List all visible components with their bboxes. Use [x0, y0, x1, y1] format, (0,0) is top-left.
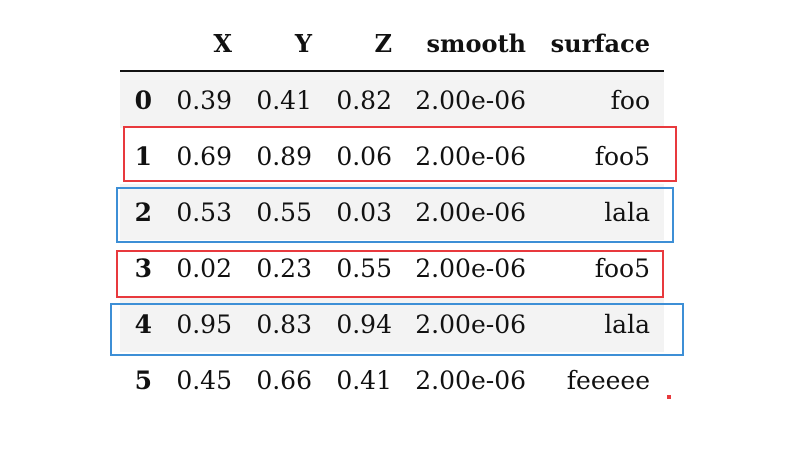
- table-row: 1 0.69 0.89 0.06 2.00e-06 foo5: [120, 128, 664, 184]
- cell-z: 0.94: [336, 309, 392, 339]
- cell-smooth: 2.00e-06: [415, 141, 526, 171]
- header-index: [120, 16, 152, 70]
- cell-x: 0.53: [176, 197, 232, 227]
- cell-surface: lala: [604, 309, 650, 339]
- cell-z: 0.82: [336, 85, 392, 115]
- row-index: 1: [134, 141, 152, 171]
- cell-z: 0.41: [336, 365, 392, 395]
- cell-surface: feeeee: [566, 365, 650, 395]
- cell-smooth: 2.00e-06: [415, 85, 526, 115]
- cell-surface: foo5: [594, 253, 650, 283]
- cell-x: 0.95: [176, 309, 232, 339]
- cell-x: 0.45: [176, 365, 232, 395]
- cell-smooth: 2.00e-06: [415, 309, 526, 339]
- cell-x: 0.69: [176, 141, 232, 171]
- red-dot-marker: [667, 395, 671, 399]
- cell-z: 0.55: [336, 253, 392, 283]
- header-y: Y: [294, 28, 312, 58]
- row-index: 5: [134, 365, 152, 395]
- cell-z: 0.03: [336, 197, 392, 227]
- cell-smooth: 2.00e-06: [415, 365, 526, 395]
- cell-surface: foo: [610, 85, 650, 115]
- table-header: X Y Z smooth surface: [120, 16, 664, 72]
- cell-smooth: 2.00e-06: [415, 197, 526, 227]
- cell-y: 0.66: [256, 365, 312, 395]
- data-table: X Y Z smooth surface 0 0.39 0.41 0.82 2.…: [120, 16, 664, 408]
- header-x: X: [213, 28, 232, 58]
- cell-y: 0.41: [256, 85, 312, 115]
- header-smooth: smooth: [426, 28, 526, 58]
- row-index: 0: [134, 85, 152, 115]
- cell-y: 0.23: [256, 253, 312, 283]
- cell-z: 0.06: [336, 141, 392, 171]
- header-z: Z: [374, 28, 392, 58]
- cell-y: 0.83: [256, 309, 312, 339]
- cell-x: 0.02: [176, 253, 232, 283]
- row-index: 3: [134, 253, 152, 283]
- table-row: 4 0.95 0.83 0.94 2.00e-06 lala: [120, 296, 664, 352]
- cell-y: 0.55: [256, 197, 312, 227]
- header-surface: surface: [550, 28, 650, 58]
- cell-y: 0.89: [256, 141, 312, 171]
- table-row: 5 0.45 0.66 0.41 2.00e-06 feeeee: [120, 352, 664, 408]
- cell-x: 0.39: [176, 85, 232, 115]
- row-index: 4: [134, 309, 152, 339]
- row-index: 2: [134, 197, 152, 227]
- table-row: 2 0.53 0.55 0.03 2.00e-06 lala: [120, 184, 664, 240]
- table-row: 3 0.02 0.23 0.55 2.00e-06 foo5: [120, 240, 664, 296]
- cell-smooth: 2.00e-06: [415, 253, 526, 283]
- cell-surface: lala: [604, 197, 650, 227]
- table-row: 0 0.39 0.41 0.82 2.00e-06 foo: [120, 72, 664, 128]
- cell-surface: foo5: [594, 141, 650, 171]
